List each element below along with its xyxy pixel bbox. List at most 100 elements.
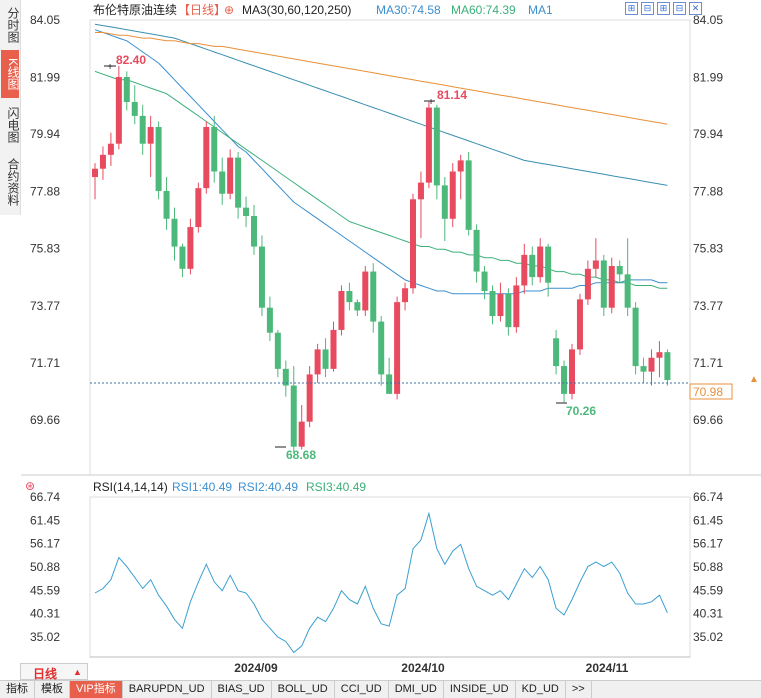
rsi-line <box>94 511 668 654</box>
chart-canvas: 布伦特原油连续 【日线】 ⊕ MA3(30,60,120,250) MA30:7… <box>21 2 761 675</box>
period-badge[interactable]: 【日线】 <box>178 3 226 17</box>
rsi-axis-label-left: 66.74 <box>30 490 60 504</box>
tab-indicators[interactable]: 指标 <box>0 681 35 698</box>
rsi-axis-label-left: 56.17 <box>30 537 60 551</box>
rsi-axis-label-right: 61.45 <box>693 513 723 527</box>
candle-body <box>235 157 242 208</box>
price-axis-label-right: 79.94 <box>693 127 723 141</box>
candle-body <box>314 349 321 375</box>
price-axis-label-left: 75.83 <box>30 241 60 255</box>
candle-body <box>553 338 560 367</box>
layout-icon[interactable]: ⊟ <box>673 2 686 15</box>
high-annotation: + 82.40 <box>104 53 146 73</box>
price-axis-label-left: 77.88 <box>30 185 60 199</box>
candle-body <box>608 266 615 308</box>
tab-cci[interactable]: CCI_UD <box>335 681 389 698</box>
date-label: 2024/11 <box>586 661 629 675</box>
candle-body <box>425 107 432 183</box>
date-label: 2024/10 <box>401 661 445 675</box>
candle-body <box>449 171 456 219</box>
price-axis-label-left: 71.71 <box>30 356 60 370</box>
expand-icon[interactable]: ⊞ <box>625 2 638 15</box>
tab-dmi[interactable]: DMI_UD <box>389 681 444 698</box>
candle-body <box>394 302 401 394</box>
svg-text:+: + <box>107 62 113 73</box>
candle-body <box>92 168 98 178</box>
close-icon[interactable]: ✕ <box>689 2 702 15</box>
candle-body <box>433 107 440 186</box>
price-axis-label-right: 73.77 <box>693 299 723 313</box>
ma30-line <box>94 29 668 295</box>
caret-up-icon: ▲ <box>73 667 82 677</box>
tab-bias[interactable]: BIAS_UD <box>212 681 272 698</box>
price-axis-label-left: 69.66 <box>30 413 60 427</box>
tab-more[interactable]: >> <box>566 681 592 698</box>
candle-body <box>600 260 607 308</box>
candle-body <box>147 127 154 144</box>
svg-text:82.40: 82.40 <box>116 53 146 67</box>
candle-body <box>211 127 218 172</box>
candle-body <box>592 260 599 269</box>
candle-body <box>545 246 552 283</box>
candle-body <box>513 285 520 328</box>
settings-icon[interactable]: ⊕ <box>224 3 234 17</box>
candle-body <box>107 143 114 155</box>
tab-intraday[interactable]: 分时图 <box>6 7 20 43</box>
candle-body <box>322 349 329 369</box>
candle-body <box>648 357 655 372</box>
price-axis-label-right: 75.83 <box>693 241 723 255</box>
rsi-axis-label-right: 40.31 <box>693 607 723 621</box>
candle-body <box>505 293 512 328</box>
rsi-axis-label-left: 61.45 <box>30 513 60 527</box>
tab-inside[interactable]: INSIDE_UD <box>444 681 516 698</box>
tab-barupdn[interactable]: BARUPDN_UD <box>123 681 212 698</box>
candle-body <box>338 291 345 330</box>
candle-body <box>290 385 297 447</box>
candle-body <box>243 207 250 216</box>
tab-boll[interactable]: BOLL_UD <box>272 681 335 698</box>
rsi-axis-label-right: 50.88 <box>693 560 723 574</box>
instrument-title: 布伦特原油连续 <box>93 2 177 17</box>
ma-group-label: MA3(30,60,120,250) <box>242 3 351 17</box>
indicator-tab-bar: 指标 模板 VIP指标 BARUPDN_UD BIAS_UD BOLL_UD C… <box>0 680 761 698</box>
tab-vip-indicators[interactable]: VIP指标 <box>70 681 123 698</box>
candle-body <box>298 421 305 447</box>
tab-kd[interactable]: KD_UD <box>516 681 566 698</box>
rsi-axis-label-right: 66.74 <box>693 490 723 504</box>
candle-body <box>282 368 289 386</box>
candle-body <box>155 127 162 191</box>
candle-body <box>664 352 671 380</box>
rsi-axis-label-right: 35.02 <box>693 630 723 644</box>
candle-body <box>346 291 353 303</box>
candle-body <box>402 288 409 303</box>
candle-body <box>441 185 448 219</box>
candle-body <box>362 271 369 311</box>
price-axis: 84.05 84.05 81.99 81.99 79.94 79.94 77.88 77.88… <box>30 13 723 427</box>
tab-templates[interactable]: 模板 <box>35 681 70 698</box>
rsi-settings-icon[interactable]: ⊛ <box>25 479 35 493</box>
price-axis-label-right: 71.71 <box>693 356 723 370</box>
candle-body <box>457 160 464 172</box>
tab-kline[interactable]: K线图 <box>1 50 20 98</box>
candle-body <box>123 76 130 103</box>
mid-high-annotation: + 81.14 <box>424 88 467 108</box>
grid-icon[interactable]: ⊞ <box>657 2 670 15</box>
period-selector[interactable]: 日线 ▲ <box>20 663 88 681</box>
tab-flash[interactable]: 闪电图 <box>6 107 20 143</box>
candle-body <box>489 291 496 317</box>
tab-contract-info[interactable]: 合约资料 <box>6 158 20 206</box>
moving-averages <box>94 23 668 295</box>
candle-body <box>537 246 544 278</box>
candle-body <box>529 254 536 278</box>
candle-body <box>640 366 647 372</box>
rsi-axis: 66.74 66.74 61.45 61.45 56.17 56.17 50.88 50.88… <box>30 490 723 644</box>
collapse-icon[interactable]: ⊟ <box>641 2 654 15</box>
rsi-axis-label-left: 50.88 <box>30 560 60 574</box>
price-axis-label-right: 84.05 <box>693 13 723 27</box>
candle-body <box>632 307 639 367</box>
candle-body <box>481 271 488 292</box>
candle-body <box>99 154 106 169</box>
current-price-label: 70.98 <box>693 385 723 399</box>
candle-body <box>354 302 361 311</box>
candle-body <box>561 366 568 394</box>
